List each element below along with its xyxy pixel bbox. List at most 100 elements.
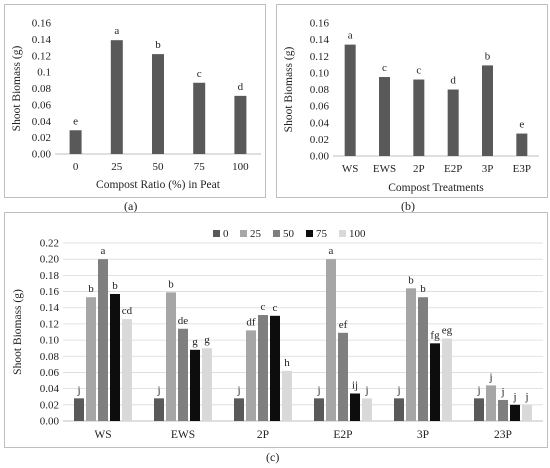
chart-c-bar-annotation: j (512, 391, 516, 403)
chart-c-bar-annotation: j (76, 384, 80, 396)
chart-c-bar-annotation: b (168, 278, 174, 290)
chart-b-bar (447, 89, 459, 156)
chart-c-ytick-label: 0.10 (40, 335, 60, 347)
chart-c-bar (394, 398, 404, 421)
chart-c-bar-annotation: b (420, 283, 426, 295)
chart-c-bar (474, 398, 484, 421)
chart-c-bar (282, 370, 292, 421)
chart-c-bar-annotation: cd (122, 305, 133, 317)
chart-b-ytick-label: 0.10 (310, 67, 330, 79)
chart-a-ytick-label: 0.16 (32, 18, 52, 30)
chart-c-bar-annotation: fg (430, 329, 440, 341)
chart-c-bar (98, 259, 108, 421)
chart-c-ytick-label: 0.22 (40, 238, 59, 250)
chart-c-bar (486, 385, 496, 421)
chart-b-bar-annotation: b (485, 50, 491, 62)
chart-c-ytick-label: 0.06 (40, 367, 60, 379)
chart-c-bar-annotation: h (284, 357, 290, 369)
chart-a-xtick-label: 100 (232, 161, 249, 173)
chart-b-ytick-label: 0.16 (310, 18, 330, 30)
chart-b-xtick-label: E2P (444, 163, 462, 175)
chart-b-xtick-label: 3P (482, 163, 494, 175)
chart-a-ytick-label: 0.00 (32, 149, 52, 161)
chart-b-x-axis-label: Compost Treatments (388, 182, 484, 194)
chart-c-bar (190, 349, 200, 421)
chart-b-svg: 0.00 0.02 0.04 0.06 0.08 0.10 0.12 0.14 0.16 a WS c… (283, 18, 539, 194)
chart-c-bar-annotation: g (204, 334, 210, 346)
chart-c-bar (350, 393, 360, 421)
chart-b-ytick-label: 0.06 (310, 101, 330, 113)
chart-a-ytick-label: 0.04 (32, 116, 52, 128)
chart-a-bar (69, 130, 82, 154)
chart-b-bar-annotation: c (416, 65, 421, 77)
chart-c-legend-label: 75 (316, 228, 328, 240)
chart-c-bar (166, 292, 176, 421)
chart-c-ytick-label: 0.14 (40, 302, 60, 314)
chart-a-xtick-label: 0 (73, 161, 79, 173)
chart-a-xtick-label: 25 (111, 161, 123, 173)
chart-c-bar-annotation: b (88, 283, 94, 295)
chart-c-bar-annotation: eg (442, 324, 453, 336)
chart-c-bar (314, 398, 324, 421)
chart-c-bar-annotation: j (364, 384, 368, 396)
chart-c-xtick-label: WS (94, 429, 111, 441)
chart-c-bar (74, 398, 84, 421)
chart-a-bar (234, 95, 247, 154)
chart-c-bar-annotation: j (236, 384, 240, 396)
panel-label-c: (c) (266, 450, 280, 464)
chart-c-ytick-label: 0.20 (40, 254, 60, 266)
chart-c-bar-annotation: g (192, 336, 198, 348)
chart-c-legend-label: 0 (223, 228, 229, 240)
chart-c-legend-label: 25 (250, 228, 262, 240)
chart-c-svg: 0.00 0.02 0.04 0.06 0.08 0.10 0.12 0.14 0.16 0.18… (12, 228, 543, 441)
chart-a-bar (193, 82, 206, 154)
chart-a-bar-annotation: e (73, 115, 78, 127)
chart-a-bar-annotation: b (155, 39, 161, 51)
chart-c-bar (326, 259, 336, 421)
chart-c-bar (418, 297, 428, 421)
chart-b-xtick-label: EWS (373, 163, 396, 175)
chart-c-bar (406, 288, 416, 421)
chart-b-bar (516, 133, 528, 156)
chart-c-bar-annotation: a (329, 245, 334, 257)
chart-c-bar (110, 293, 120, 421)
chart-c-bar (442, 338, 452, 421)
chart-c-bar-annotation: df (246, 316, 256, 328)
chart-c-bar (178, 328, 188, 421)
chart-a-x-axis-label: Compost Ratio (%) in Peat (96, 179, 221, 191)
chart-b-bar (379, 77, 390, 156)
chart-c-legend-label: 100 (349, 228, 366, 240)
chart-b-bar-annotation: d (450, 75, 456, 87)
chart-c-bar-annotation: j (488, 371, 492, 383)
chart-c-bar-annotation: j (476, 384, 480, 396)
chart-c-xtick-label: EWS (171, 429, 195, 441)
chart-panel-b: 0.00 0.02 0.04 0.06 0.08 0.10 0.12 0.14 0.16 a WS c… (276, 4, 548, 198)
chart-a-ytick-label: 0.1 (37, 67, 51, 79)
chart-b-bar-annotation: c (382, 62, 387, 74)
chart-c-xtick-label: 23P (494, 429, 512, 441)
chart-c-bar (430, 343, 440, 421)
chart-panel-c: 0.00 0.02 0.04 0.06 0.08 0.10 0.12 0.14 0.16 0.18… (4, 212, 548, 448)
chart-a-bar (152, 54, 164, 154)
chart-a-bar-annotation: d (238, 81, 244, 93)
chart-c-bar-annotation: j (396, 384, 400, 396)
chart-a-ytick-label: 0.06 (32, 99, 52, 111)
chart-c-bar (498, 399, 508, 421)
chart-c-bar-annotation: b (408, 274, 414, 286)
chart-panel-a: 0.00 0.02 0.04 0.06 0.08 0.1 0.12 0.14 0.16 e 0 a 25… (4, 4, 266, 198)
chart-c-bar-annotation: j (524, 391, 528, 403)
chart-c-y-axis-label: Shoot Biomass (g) (12, 289, 24, 375)
chart-b-bar-annotation: e (519, 119, 524, 131)
chart-c-bar-annotation: c (273, 302, 278, 314)
chart-c-bar-annotation: ij (352, 379, 358, 391)
chart-a-ytick-label: 0.08 (32, 83, 52, 95)
chart-b-xtick-label: E3P (513, 163, 531, 175)
chart-c-xtick-label: 3P (417, 429, 429, 441)
chart-a-bar (110, 40, 123, 154)
chart-c-bar (510, 404, 520, 421)
chart-c-bar (246, 330, 256, 421)
chart-c-bar-annotation: a (101, 245, 106, 257)
chart-a-bar-annotation: c (197, 68, 202, 80)
chart-b-bar (482, 65, 493, 156)
chart-c-bar (154, 398, 164, 421)
